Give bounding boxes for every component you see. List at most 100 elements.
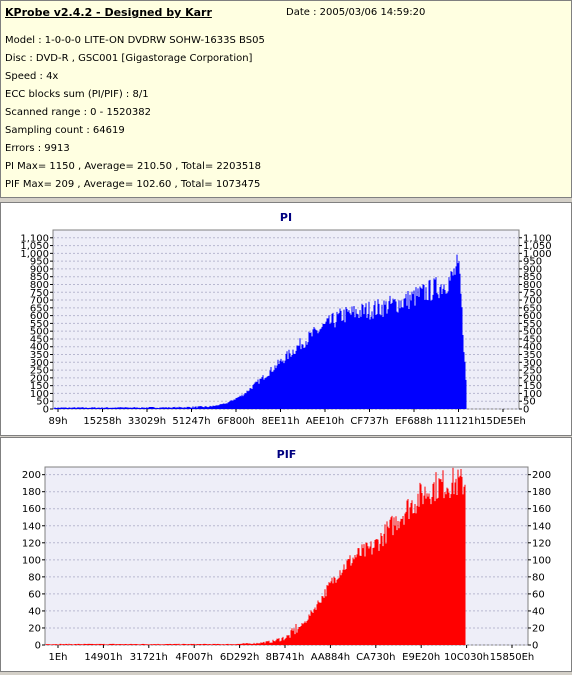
pi-ytick-label-left: 350 (30, 350, 49, 361)
pif-xtick-label: 15850Eh (490, 652, 534, 663)
pi-ytick-label-right: 450 (523, 334, 542, 345)
pi-ytick-label-right: 650 (523, 303, 542, 314)
pi-ytick-label-left: 1,050 (20, 241, 49, 252)
pi-ytick-label-left: 200 (30, 373, 49, 384)
pi-ytick-label-right: 800 (523, 280, 542, 291)
pif-ytick-label-left: 160 (22, 504, 41, 515)
pi-ytick-label-right: 250 (523, 366, 542, 377)
pif-ytick-label-right: 100 (532, 555, 551, 566)
pif-xtick-label: 31721h (130, 652, 168, 663)
pif-ytick-label-right: 60 (532, 589, 545, 600)
pif-ytick-label-right: 180 (532, 487, 551, 498)
pi-xtick-label: 8EE11h (261, 416, 299, 427)
info-scanned-range: Scanned range : 0 - 1520382 (5, 107, 151, 118)
pi-xtick-label: AEE10h (306, 416, 345, 427)
info-ecc-blocks: ECC blocks sum (PI/PIF) : 8/1 (5, 89, 149, 100)
pi-ytick-label-right: 350 (523, 350, 542, 361)
pi-ytick-label-left: 400 (30, 342, 49, 353)
pif-ytick-label-left: 20 (28, 623, 41, 634)
pif-ytick-label-left: 200 (22, 470, 41, 481)
pi-ytick-label-left: 250 (30, 366, 49, 377)
pi-ytick-label-right: 1,100 (523, 233, 552, 244)
info-disc: Disc : DVD-R , GSC001 [Gigastorage Corpo… (5, 53, 253, 64)
pi-ytick-label-right: 750 (523, 288, 542, 299)
pif-xtick-label: 14901h (84, 652, 122, 663)
pif-ytick-label-left: 80 (28, 572, 41, 583)
info-model: Model : 1-0-0-0 LITE-ON DVDRW SOHW-1633S… (5, 35, 265, 46)
pif-bars (45, 467, 466, 645)
pif-ytick-label-left: 60 (28, 589, 41, 600)
pi-xtick-label: CF737h (350, 416, 388, 427)
pif-chart-panel: PIF 0 0 20 20 40 40 60 60 80 80 100 100 120 120 140 140 1… (0, 437, 572, 672)
pi-xtick-label: EF688h (395, 416, 433, 427)
pi-ytick-label-right: 150 (523, 381, 542, 392)
pi-ytick-label-left: 550 (30, 319, 49, 330)
pif-xtick-label: 1Eh (48, 652, 67, 663)
pif-ytick-label-right: 0 (532, 641, 538, 652)
info-pi-stats: PI Max= 1150 , Average= 210.50 , Total= … (5, 161, 261, 172)
pi-ytick-label-left: 700 (30, 296, 49, 307)
pif-ytick-label-left: 40 (28, 606, 41, 617)
pi-ytick-label-left: 500 (30, 327, 49, 338)
pi-ytick-label-left: 150 (30, 381, 49, 392)
pif-xtick-label: 4F007h (175, 652, 213, 663)
pif-ytick-label-right: 20 (532, 623, 545, 634)
pi-chart-panel: PI 0 0 50 50 100 100 150 150 200 200 250 250 300 300 35… (0, 202, 572, 436)
pi-xtick-label: 15DE5Eh (480, 416, 526, 427)
pi-ytick-label-right: 500 (523, 327, 542, 338)
pif-chart: PIF 0 0 20 20 40 40 60 60 80 80 100 100 120 120 140 140 1… (22, 448, 551, 663)
pif-ytick-label-left: 180 (22, 487, 41, 498)
pi-bars (53, 254, 467, 409)
pi-ytick-label-left: 750 (30, 288, 49, 299)
pif-ytick-label-right: 140 (532, 521, 551, 532)
pi-xtick-label: 15258h (83, 416, 121, 427)
pi-ytick-label-right: 850 (523, 272, 542, 283)
pi-ytick-label-left: 800 (30, 280, 49, 291)
pi-ytick-label-left: 600 (30, 311, 49, 322)
pi-ytick-label-right: 50 (523, 397, 536, 408)
pi-ytick-label-left: 950 (30, 257, 49, 268)
pif-xtick-label: 10C030h (444, 652, 489, 663)
pif-ytick-label-left: 120 (22, 538, 41, 549)
pif-ytick-label-right: 40 (532, 606, 545, 617)
pi-ytick-label-left: 100 (30, 389, 49, 400)
pi-ytick-label-right: 200 (523, 373, 542, 384)
pi-ytick-label-right: 550 (523, 319, 542, 330)
pi-ytick-label-left: 50 (36, 397, 49, 408)
info-panel: KProbe v2.4.2 - Designed by Karr Date : … (0, 0, 572, 198)
pif-chart-title: PIF (277, 448, 297, 461)
scan-date: Date : 2005/03/06 14:59:20 (286, 7, 426, 18)
pi-chart-title: PI (280, 211, 292, 224)
pi-ytick-label-left: 0 (43, 405, 49, 416)
pi-ytick-label-right: 300 (523, 358, 542, 369)
pi-xtick-label: 111121h (436, 416, 481, 427)
pi-ytick-label-right: 1,050 (523, 241, 552, 252)
pi-ytick-label-right: 600 (523, 311, 542, 322)
pif-ytick-label-left: 0 (35, 641, 41, 652)
pi-ytick-label-left: 650 (30, 303, 49, 314)
pi-ytick-label-right: 950 (523, 257, 542, 268)
pif-xtick-label: 6D292h (220, 652, 260, 663)
pi-ytick-label-left: 1,100 (20, 233, 49, 244)
pi-ytick-label-left: 450 (30, 334, 49, 345)
pi-ytick-label-left: 900 (30, 264, 49, 275)
pif-xtick-label: E9E20h (402, 652, 440, 663)
pif-xtick-label: CA730h (356, 652, 395, 663)
pi-xtick-label: 51247h (172, 416, 210, 427)
info-speed: Speed : 4x (5, 71, 59, 82)
app-title: KProbe v2.4.2 - Designed by Karr (5, 6, 212, 19)
pi-xtick-label: 33029h (128, 416, 166, 427)
pi-ytick-label-right: 100 (523, 389, 542, 400)
pif-ytick-label-left: 140 (22, 521, 41, 532)
info-errors: Errors : 9913 (5, 143, 70, 154)
pif-xtick-label: 8B741h (266, 652, 305, 663)
pif-ytick-label-right: 120 (532, 538, 551, 549)
info-sampling-count: Sampling count : 64619 (5, 125, 125, 136)
pif-ytick-label-right: 200 (532, 470, 551, 481)
pi-ytick-label-right: 900 (523, 264, 542, 275)
pif-ytick-label-right: 160 (532, 504, 551, 515)
pif-ytick-label-left: 100 (22, 555, 41, 566)
pif-ytick-label-right: 80 (532, 572, 545, 583)
pi-ytick-label-right: 700 (523, 296, 542, 307)
